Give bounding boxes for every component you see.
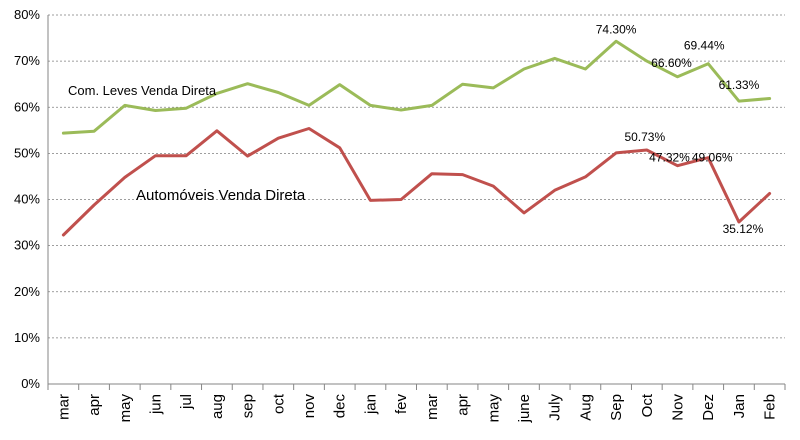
- series-name-automoveis: Automóveis Venda Direta: [136, 187, 306, 204]
- x-tick-label: may: [117, 394, 134, 423]
- series-line-com-leves: [61, 39, 772, 135]
- x-tick-label: Oct: [639, 393, 656, 417]
- axes: [47, 15, 786, 390]
- y-tick-label: 80%: [14, 7, 40, 22]
- y-tick-label: 60%: [14, 99, 40, 114]
- series-line-automoveis: [61, 127, 772, 237]
- data-label: 47.32%: [649, 151, 690, 165]
- x-tick-label: Dez: [700, 394, 717, 421]
- x-tick-label: jun: [147, 394, 164, 415]
- y-tick-label: 50%: [14, 145, 40, 160]
- x-tick-label: jan: [362, 394, 379, 415]
- y-tick-label: 70%: [14, 53, 40, 68]
- y-tick-label: 0%: [21, 376, 40, 391]
- data-annotations: 74.30% 66.60% 69.44% 61.33% 50.73% 47.32% 49.0…: [596, 22, 764, 236]
- y-tick-label: 20%: [14, 284, 40, 299]
- x-tick-label: may: [485, 394, 502, 423]
- data-label: 66.60%: [651, 56, 692, 70]
- series-lines: [61, 39, 772, 237]
- x-tick-label: Nov: [670, 394, 687, 421]
- x-tick-label: sep: [240, 394, 257, 418]
- x-tick-label: fev: [393, 394, 410, 415]
- x-tick-label: aug: [209, 394, 226, 419]
- data-label: 61.33%: [719, 78, 760, 92]
- x-tick-label: Aug: [577, 394, 594, 421]
- data-label: 69.44%: [684, 39, 725, 53]
- x-tick-label: Jan: [731, 394, 748, 418]
- data-label: 35.12%: [723, 222, 764, 236]
- y-tick-label: 10%: [14, 330, 40, 345]
- x-tick-label: apr: [86, 394, 103, 416]
- x-tick-label: mar: [55, 394, 72, 420]
- y-tick-label: 30%: [14, 238, 40, 253]
- x-tick-label: mar: [424, 394, 441, 420]
- x-tick-label: July: [547, 394, 564, 421]
- x-tick-label: nov: [301, 394, 318, 419]
- data-label: 74.30%: [596, 22, 637, 36]
- x-tick-label: oct: [270, 393, 287, 414]
- x-tick-label: dec: [332, 394, 349, 419]
- x-tick-label: Feb: [762, 394, 779, 420]
- y-tick-label: 40%: [14, 192, 40, 207]
- series-name-com-leves: Com. Leves Venda Direta: [68, 83, 217, 98]
- series-labels: Com. Leves Venda Direta Automóveis Venda …: [68, 83, 306, 204]
- x-axis-ticks: mar apr may jun jul aug sep oct nov dec jan fev mar a…: [55, 393, 778, 423]
- x-tick-label: apr: [455, 394, 472, 416]
- x-tick-label: jul: [178, 394, 195, 410]
- x-tick-label: june: [516, 394, 533, 423]
- data-label: 49.06%: [692, 151, 733, 165]
- x-tick-label: Sep: [608, 394, 625, 421]
- y-axis-ticks: 0% 10% 20% 30% 40% 50% 60% 70% 80%: [14, 7, 40, 391]
- data-label: 50.73%: [624, 130, 665, 144]
